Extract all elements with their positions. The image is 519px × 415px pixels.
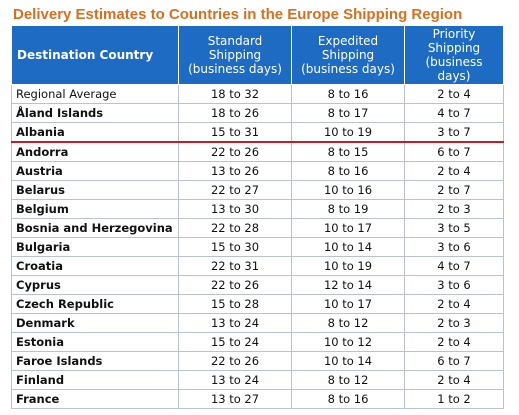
priority-cell: 3 to 5 <box>404 218 504 238</box>
standard-cell: 13 to 24 <box>178 313 292 333</box>
standard-cell: 15 to 24 <box>178 332 292 352</box>
priority-cell: 1 to 2 <box>404 389 504 409</box>
expedited-cell: 12 to 14 <box>291 275 405 295</box>
country-cell: Croatia <box>11 256 179 276</box>
priority-cell: 2 to 4 <box>404 332 504 352</box>
standard-cell: 18 to 32 <box>178 84 292 104</box>
table-row: Bosnia and Herzegovina 22 to 28 10 to 17 3 … <box>11 218 504 238</box>
delivery-estimates-table: Destination Country Standard Shipping (b… <box>11 25 504 409</box>
country-cell: Cyprus <box>11 275 179 295</box>
table-row: Finland 13 to 24 8 to 12 2 to 4 <box>11 370 504 390</box>
expedited-cell: 10 to 19 <box>291 122 405 143</box>
table-row: Åland Islands 18 to 26 8 to 17 4 to 7 <box>11 103 504 123</box>
country-cell: France <box>11 389 179 409</box>
priority-cell: 3 to 6 <box>404 275 504 295</box>
standard-cell: 15 to 28 <box>178 294 292 314</box>
priority-cell: 2 to 4 <box>404 161 504 181</box>
country-cell: Regional Average <box>11 84 179 104</box>
country-cell: Estonia <box>11 332 179 352</box>
priority-cell: 2 to 7 <box>404 180 504 200</box>
expedited-cell: 10 to 17 <box>291 294 405 314</box>
country-cell: Andorra <box>11 141 179 162</box>
priority-cell: 2 to 4 <box>404 370 504 390</box>
table-header-row: Destination Country Standard Shipping (b… <box>11 25 504 85</box>
country-cell: Austria <box>11 161 179 181</box>
priority-cell: 2 to 4 <box>404 84 504 104</box>
expedited-cell: 10 to 12 <box>291 332 405 352</box>
table-row: Croatia 22 to 31 10 to 19 4 to 7 <box>11 256 504 276</box>
country-cell: Bulgaria <box>11 237 179 257</box>
standard-cell: 13 to 30 <box>178 199 292 219</box>
standard-cell: 15 to 31 <box>178 122 292 143</box>
standard-cell: 18 to 26 <box>178 103 292 123</box>
standard-cell: 22 to 27 <box>178 180 292 200</box>
standard-cell: 13 to 26 <box>178 161 292 181</box>
standard-cell: 22 to 28 <box>178 218 292 238</box>
expedited-cell: 8 to 12 <box>291 313 405 333</box>
table-row: Regional Average 18 to 32 8 to 16 2 to 4 <box>11 84 504 104</box>
table-row: Andorra 22 to 26 8 to 15 6 to 7 <box>11 141 504 162</box>
country-cell: Denmark <box>11 313 179 333</box>
header-standard-shipping: Standard Shipping (business days) <box>178 25 292 85</box>
standard-cell: 13 to 27 <box>178 389 292 409</box>
country-cell: Albania <box>11 122 179 143</box>
table-row: Albania 15 to 31 10 to 19 3 to 7 <box>11 122 504 143</box>
expedited-cell: 10 to 16 <box>291 180 405 200</box>
priority-cell: 4 to 7 <box>404 103 504 123</box>
priority-cell: 2 to 3 <box>404 199 504 219</box>
priority-cell: 2 to 3 <box>404 313 504 333</box>
table-row: Faroe Islands 22 to 26 10 to 14 6 to 7 <box>11 351 504 371</box>
priority-cell: 3 to 6 <box>404 237 504 257</box>
expedited-cell: 10 to 17 <box>291 218 405 238</box>
expedited-cell: 8 to 15 <box>291 141 405 162</box>
expedited-cell: 8 to 16 <box>291 389 405 409</box>
country-cell: Bosnia and Herzegovina <box>11 218 179 238</box>
standard-cell: 13 to 24 <box>178 370 292 390</box>
table-row: Estonia 15 to 24 10 to 12 2 to 4 <box>11 332 504 352</box>
country-cell: Czech Republic <box>11 294 179 314</box>
expedited-cell: 10 to 14 <box>291 351 405 371</box>
table-row: Bulgaria 15 to 30 10 to 14 3 to 6 <box>11 237 504 257</box>
expedited-cell: 8 to 17 <box>291 103 405 123</box>
expedited-cell: 8 to 19 <box>291 199 405 219</box>
priority-cell: 4 to 7 <box>404 256 504 276</box>
expedited-cell: 10 to 19 <box>291 256 405 276</box>
table-row: France 13 to 27 8 to 16 1 to 2 <box>11 389 504 409</box>
expedited-cell: 8 to 16 <box>291 84 405 104</box>
country-cell: Faroe Islands <box>11 351 179 371</box>
expedited-cell: 8 to 12 <box>291 370 405 390</box>
table-row: Austria 13 to 26 8 to 16 2 to 4 <box>11 161 504 181</box>
table-row: Denmark 13 to 24 8 to 12 2 to 3 <box>11 313 504 333</box>
table-row: Belarus 22 to 27 10 to 16 2 to 7 <box>11 180 504 200</box>
header-destination-country: Destination Country <box>11 25 179 85</box>
header-expedited-shipping: Expedited Shipping (business days) <box>291 25 405 85</box>
priority-cell: 2 to 4 <box>404 294 504 314</box>
standard-cell: 22 to 26 <box>178 351 292 371</box>
country-cell: Finland <box>11 370 179 390</box>
page-title: Delivery Estimates to Countries in the E… <box>13 6 463 23</box>
expedited-cell: 8 to 16 <box>291 161 405 181</box>
standard-cell: 22 to 26 <box>178 275 292 295</box>
table-row: Belgium 13 to 30 8 to 19 2 to 3 <box>11 199 504 219</box>
table-row: Czech Republic 15 to 28 10 to 17 2 to 4 <box>11 294 504 314</box>
priority-cell: 3 to 7 <box>404 122 504 143</box>
priority-cell: 6 to 7 <box>404 141 504 162</box>
country-cell: Åland Islands <box>11 103 179 123</box>
standard-cell: 22 to 26 <box>178 141 292 162</box>
header-priority-shipping: Priority Shipping (business days) <box>404 25 504 85</box>
table-row: Cyprus 22 to 26 12 to 14 3 to 6 <box>11 275 504 295</box>
standard-cell: 22 to 31 <box>178 256 292 276</box>
expedited-cell: 10 to 14 <box>291 237 405 257</box>
country-cell: Belgium <box>11 199 179 219</box>
standard-cell: 15 to 30 <box>178 237 292 257</box>
priority-cell: 6 to 7 <box>404 351 504 371</box>
country-cell: Belarus <box>11 180 179 200</box>
